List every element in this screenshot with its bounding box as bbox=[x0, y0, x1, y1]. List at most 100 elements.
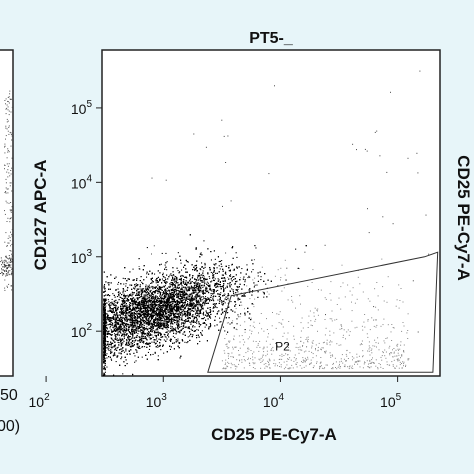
event-dot bbox=[186, 313, 188, 315]
event-dot bbox=[182, 295, 184, 297]
event-dot bbox=[176, 322, 178, 324]
event-dot bbox=[133, 315, 135, 317]
event-dot bbox=[134, 299, 136, 301]
event-dot bbox=[198, 299, 200, 301]
left-event-dot bbox=[8, 96, 10, 98]
left-event-dot bbox=[6, 202, 8, 204]
event-dot bbox=[185, 316, 187, 318]
event-dot bbox=[123, 289, 125, 291]
event-dot bbox=[200, 252, 202, 254]
event-dot bbox=[244, 292, 246, 294]
event-dot bbox=[139, 315, 141, 317]
event-dot bbox=[104, 288, 106, 290]
event-dot bbox=[192, 288, 194, 290]
event-dot bbox=[113, 353, 115, 355]
event-dot bbox=[103, 372, 105, 374]
event-dot bbox=[210, 259, 212, 261]
event-dot bbox=[165, 303, 167, 305]
event-dot bbox=[172, 294, 174, 296]
event-dot bbox=[175, 329, 177, 331]
event-dot bbox=[191, 309, 193, 311]
event-dot bbox=[111, 338, 113, 340]
event-dot bbox=[255, 247, 257, 249]
event-dot bbox=[137, 323, 139, 325]
event-dot bbox=[115, 310, 117, 312]
main-plot-frame bbox=[101, 49, 441, 377]
event-dot bbox=[165, 310, 167, 312]
left-event-dot bbox=[7, 176, 9, 178]
event-dot bbox=[196, 310, 198, 312]
left-event-dot bbox=[10, 170, 12, 171]
event-dot bbox=[121, 317, 123, 319]
event-dot bbox=[224, 310, 226, 312]
event-dot bbox=[106, 324, 108, 326]
event-dot bbox=[184, 299, 186, 301]
event-dot bbox=[207, 282, 209, 284]
event-dot bbox=[223, 284, 225, 286]
event-dot bbox=[112, 339, 114, 341]
event-dot bbox=[157, 346, 159, 348]
event-dot bbox=[141, 319, 143, 321]
event-dot bbox=[104, 300, 106, 302]
event-dot bbox=[144, 328, 146, 330]
event-dot bbox=[177, 331, 179, 333]
event-dot bbox=[172, 319, 174, 321]
event-dot bbox=[177, 324, 179, 326]
left-event-dot bbox=[5, 192, 7, 194]
event-dot bbox=[181, 304, 183, 306]
left-event-dot bbox=[4, 265, 6, 267]
event-dot bbox=[203, 240, 205, 242]
event-dot bbox=[164, 285, 166, 287]
event-dot bbox=[166, 325, 168, 327]
left-event-dot bbox=[6, 107, 8, 109]
event-dot bbox=[152, 294, 154, 296]
event-dot bbox=[135, 283, 137, 285]
event-dot bbox=[164, 277, 166, 279]
event-dot bbox=[141, 281, 143, 283]
left-event-dot bbox=[5, 125, 7, 127]
event-dot bbox=[201, 274, 203, 276]
event-dot bbox=[219, 317, 221, 319]
left-event-dot bbox=[2, 266, 4, 268]
event-dot bbox=[117, 329, 119, 331]
event-dot bbox=[218, 279, 220, 281]
event-dot bbox=[185, 292, 187, 294]
event-dot bbox=[124, 308, 126, 310]
event-dot bbox=[209, 300, 211, 302]
event-dot bbox=[197, 289, 199, 291]
event-dot bbox=[198, 301, 200, 303]
event-dot bbox=[109, 308, 111, 310]
event-dot bbox=[104, 284, 106, 286]
event-dot bbox=[199, 291, 201, 293]
event-dot bbox=[180, 305, 182, 307]
event-dot bbox=[185, 299, 187, 301]
event-dot bbox=[244, 281, 246, 283]
left-event-dot bbox=[7, 151, 9, 153]
event-dot bbox=[152, 323, 154, 325]
left-event-dot bbox=[11, 206, 13, 208]
left-event-dot bbox=[5, 260, 7, 262]
event-dot bbox=[153, 294, 155, 296]
event-dot bbox=[219, 301, 221, 303]
left-event-dot bbox=[2, 274, 4, 276]
event-dot bbox=[126, 304, 128, 306]
event-dot bbox=[129, 311, 131, 313]
event-dot bbox=[218, 283, 220, 285]
event-dot bbox=[160, 349, 162, 351]
left-event-dot bbox=[4, 152, 6, 154]
event-dot bbox=[194, 296, 196, 298]
event-dot bbox=[191, 305, 193, 307]
event-dot bbox=[233, 295, 235, 297]
event-dot bbox=[144, 332, 146, 334]
event-dot bbox=[170, 284, 172, 286]
event-dot bbox=[158, 332, 160, 334]
event-dot bbox=[107, 299, 109, 301]
event-dot bbox=[169, 274, 171, 276]
event-dot bbox=[200, 324, 202, 326]
event-dot bbox=[152, 314, 154, 316]
event-dot bbox=[212, 307, 214, 309]
event-dot bbox=[237, 288, 239, 290]
left-event-dot bbox=[2, 273, 4, 274]
event-dot bbox=[209, 289, 211, 291]
left-event-dot bbox=[5, 261, 7, 263]
